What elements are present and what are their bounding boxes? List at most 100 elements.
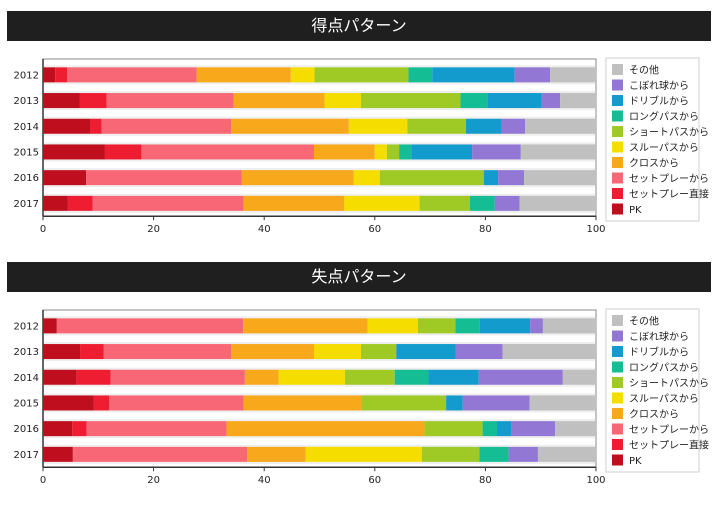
bar-segment	[90, 118, 102, 134]
bar-segment	[103, 344, 232, 360]
bar-segment	[43, 369, 77, 385]
plot-area	[42, 309, 597, 468]
year-label: 2016	[14, 173, 39, 184]
bar-segment	[305, 446, 422, 462]
bar-segment	[408, 67, 433, 83]
bar-segment	[43, 118, 91, 134]
legend-swatch	[612, 188, 623, 199]
bar-segment	[324, 93, 361, 109]
bar-segment	[43, 446, 73, 462]
bar-segment	[455, 318, 480, 334]
bar-segment	[353, 170, 380, 186]
legend-swatch	[612, 172, 623, 184]
bar-segment	[501, 118, 526, 134]
bar-segment	[550, 67, 596, 83]
legend-label: ドリブルから	[629, 346, 689, 359]
bar-segment	[72, 446, 248, 462]
legend-label: セットプレー直接	[629, 188, 709, 201]
legend-label: こぼれ球から	[629, 330, 689, 343]
bar-segment	[479, 318, 531, 334]
bar-segment	[313, 344, 361, 360]
legend-swatch	[612, 315, 623, 326]
bar-segment	[469, 195, 495, 211]
year-label: 2016	[14, 424, 39, 435]
bar-segment	[243, 318, 368, 334]
year-label: 2013	[14, 96, 39, 107]
bar-segment	[80, 344, 104, 360]
bar-segment	[529, 395, 596, 411]
x-tick-label: 0	[40, 475, 46, 486]
bar-segment	[502, 344, 596, 360]
bar-segment	[92, 195, 244, 211]
bar-segment	[424, 421, 483, 437]
bar-segment	[519, 195, 596, 211]
bar-segment	[43, 318, 57, 334]
bar-segment	[525, 118, 596, 134]
bar-segment	[76, 369, 111, 385]
bar-segment	[360, 344, 397, 360]
legend-label: ロングパスから	[629, 110, 699, 123]
bar-segment	[498, 170, 525, 186]
year-label: 2014	[14, 122, 39, 133]
bar-segment	[86, 421, 227, 437]
legend-label: セットプレーから	[629, 173, 709, 185]
year-label: 2013	[14, 347, 39, 358]
legend-swatch	[612, 439, 623, 450]
legend-label: セットプレー直接	[629, 439, 709, 452]
bar-segment	[243, 395, 362, 411]
legend-label: ドリブルから	[629, 95, 689, 108]
legend-swatch	[612, 346, 623, 357]
x-tick-label: 20	[147, 224, 160, 235]
year-label: 2017	[14, 199, 39, 210]
plot-area	[42, 58, 597, 217]
bar-segment	[233, 93, 325, 109]
bar-segment	[43, 144, 105, 160]
bar-segment	[537, 446, 596, 462]
bar-segment	[555, 421, 596, 437]
bar-segment	[455, 344, 503, 360]
x-tick-label: 60	[368, 475, 381, 486]
bar-segment	[290, 67, 315, 83]
scoring-title: 得点パターン	[7, 11, 711, 41]
bar-segment	[460, 93, 488, 109]
legend-swatch	[612, 141, 623, 153]
bar-segment	[508, 446, 538, 462]
bar-segment	[524, 170, 596, 186]
bar-segment	[399, 144, 412, 160]
bar-segment	[482, 421, 498, 437]
bar-segment	[67, 67, 197, 83]
legend-swatch	[612, 454, 623, 466]
legend-swatch	[612, 203, 623, 215]
legend-swatch	[612, 126, 623, 137]
legend-swatch	[612, 95, 623, 106]
legend-label: クロスから	[629, 158, 679, 170]
legend-swatch	[612, 361, 623, 373]
bar-segment	[472, 144, 521, 160]
bar-segment	[542, 318, 596, 334]
bar-segment	[466, 118, 502, 134]
bar-segment	[560, 93, 596, 109]
legend-swatch	[612, 392, 623, 404]
legend-label: スルーパスから	[629, 142, 699, 154]
x-tick-label: 40	[258, 475, 271, 486]
bar-segment	[247, 446, 306, 462]
legend-label: その他	[629, 64, 659, 77]
year-label: 2012	[14, 321, 39, 332]
bar-segment	[494, 195, 520, 211]
x-tick-label: 60	[368, 224, 381, 235]
bar-segment	[226, 421, 425, 437]
bar-segment	[56, 318, 244, 334]
bar-segment	[428, 369, 479, 385]
bar-segment	[361, 395, 447, 411]
legend-label: ショートパスから	[629, 378, 709, 390]
bar-segment	[379, 170, 484, 186]
legend-label: PK	[629, 456, 642, 467]
legend-swatch	[612, 157, 623, 168]
bar-segment	[348, 118, 408, 134]
legend-swatch	[612, 330, 623, 342]
x-tick-label: 0	[40, 224, 46, 235]
bar-segment	[541, 93, 561, 109]
bar-segment	[43, 421, 73, 437]
bar-segment	[562, 369, 596, 385]
bar-segment	[374, 144, 387, 160]
